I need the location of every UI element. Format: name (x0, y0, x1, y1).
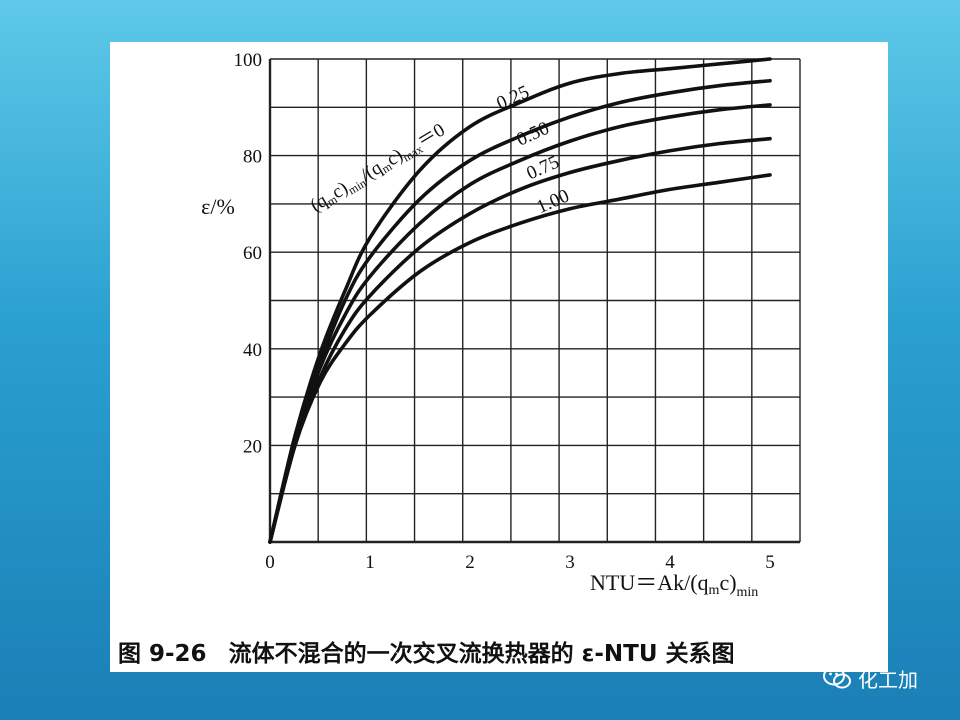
figure-number: 图 9-26 (118, 641, 207, 667)
chart-ticks: 0 1 2 3 4 5 20 40 60 80 100 (234, 50, 775, 573)
y-axis-label: ε/% (201, 194, 235, 219)
series-line-0 (268, 57, 772, 544)
y-tick-label: 80 (243, 147, 262, 168)
x-tick-label: 3 (565, 552, 575, 573)
x-tick-label: 0 (265, 552, 275, 573)
figure-title: 流体不混合的一次交叉流换热器的 ε-NTU 关系图 (228, 641, 735, 667)
series-label-0.50: 0.50 (513, 118, 552, 151)
x-axis-label: NTU＝Ak/(qmc)min (590, 570, 758, 600)
x-tick-label: 5 (765, 552, 775, 573)
series-label-1.00: 1.00 (533, 185, 572, 218)
y-tick-label: 100 (234, 50, 263, 71)
series-line-1.00 (268, 173, 772, 544)
epsilon-ntu-chart: 0 1 2 3 4 5 20 40 60 80 100 0.250.500.751.00 ε/% N… (201, 50, 801, 600)
chart-curve-labels: 0.250.500.751.00 (493, 82, 572, 219)
figure-caption: 图 9-26 流体不混合的一次交叉流换热器的 ε-NTU 关系图 (118, 634, 888, 668)
chart-curves (268, 57, 772, 544)
x-tick-label: 2 (465, 552, 475, 573)
y-tick-label: 20 (243, 436, 262, 457)
y-tick-label: 40 (243, 340, 262, 361)
y-tick-label: 60 (243, 243, 262, 264)
x-tick-label: 4 (665, 552, 675, 573)
wechat-icon (823, 666, 851, 689)
watermark-text: 化工加 (858, 667, 918, 692)
watermark: 化工加 (822, 664, 918, 692)
x-tick-label: 1 (365, 552, 375, 573)
figure-card: 0 1 2 3 4 5 20 40 60 80 100 0.25 0.50 0.75 1.00 ε/% N… (110, 42, 888, 672)
series-label-0.25: 0.25 (493, 82, 532, 115)
series-line-0.50 (268, 103, 772, 544)
